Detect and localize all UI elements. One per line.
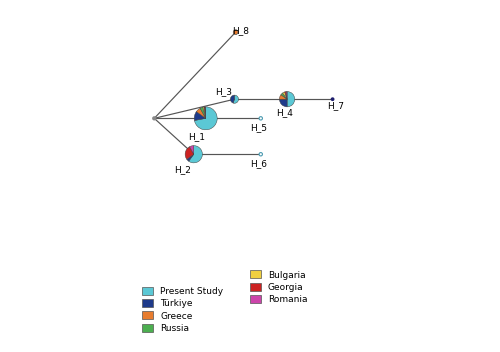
Wedge shape: [230, 95, 234, 103]
Text: H_2: H_2: [174, 165, 192, 174]
Wedge shape: [194, 107, 217, 130]
Text: H_3: H_3: [215, 88, 232, 96]
Text: H_8: H_8: [232, 26, 249, 36]
Wedge shape: [185, 147, 194, 159]
Wedge shape: [200, 107, 205, 118]
Circle shape: [259, 117, 262, 120]
Wedge shape: [187, 154, 194, 161]
Wedge shape: [280, 99, 287, 107]
Circle shape: [259, 152, 262, 156]
Wedge shape: [196, 108, 205, 118]
Wedge shape: [287, 92, 295, 107]
Wedge shape: [286, 92, 287, 99]
Wedge shape: [205, 107, 206, 118]
Text: H_4: H_4: [276, 108, 293, 118]
Wedge shape: [204, 107, 206, 118]
Text: H_6: H_6: [250, 159, 267, 168]
Text: H_7: H_7: [327, 101, 344, 111]
Legend: Bulgaria, Georgia, Romania: Bulgaria, Georgia, Romania: [250, 270, 308, 304]
Wedge shape: [284, 92, 287, 99]
Circle shape: [153, 117, 156, 120]
Wedge shape: [203, 107, 205, 118]
Text: H_5: H_5: [250, 124, 267, 132]
Wedge shape: [188, 146, 202, 163]
Wedge shape: [281, 93, 287, 99]
Wedge shape: [190, 146, 194, 154]
Wedge shape: [233, 95, 238, 103]
Circle shape: [233, 30, 238, 34]
Circle shape: [332, 98, 334, 100]
Wedge shape: [194, 112, 205, 120]
Text: H_1: H_1: [188, 132, 204, 141]
Wedge shape: [282, 92, 287, 99]
Wedge shape: [280, 95, 287, 99]
